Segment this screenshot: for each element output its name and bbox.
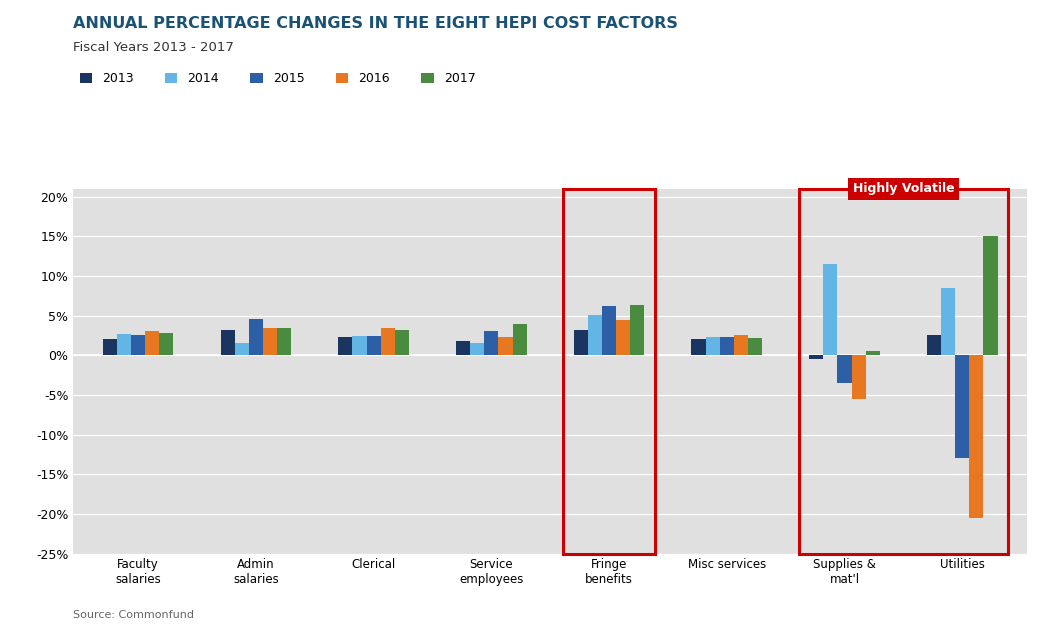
Bar [159,333,173,355]
Bar [220,330,235,355]
Bar [720,337,734,355]
Bar [734,335,748,355]
Bar [602,306,616,355]
Text: ANNUAL PERCENTAGE CHANGES IN THE EIGHT HEPI COST FACTORS: ANNUAL PERCENTAGE CHANGES IN THE EIGHT H… [73,16,678,31]
Bar [955,355,969,459]
Bar [471,343,484,355]
Bar [117,334,131,355]
Bar [927,335,941,355]
Bar [824,264,837,355]
Legend: 2013, 2014, 2015, 2016, 2017: 2013, 2014, 2015, 2016, 2017 [80,72,476,86]
Bar [969,355,983,518]
Bar [456,341,471,355]
Bar [866,351,880,355]
Bar [339,337,352,355]
Bar [248,319,263,355]
Bar [146,331,159,355]
Text: Fiscal Years 2013 - 2017: Fiscal Years 2013 - 2017 [73,41,235,54]
Bar [367,337,380,355]
Bar [588,314,602,355]
Bar [983,237,998,355]
Bar [380,328,395,355]
Bar [484,331,499,355]
Bar [616,320,630,355]
Bar [499,337,512,355]
Bar [705,337,720,355]
Bar [131,335,146,355]
Bar [630,305,645,355]
Text: Highly Volatile: Highly Volatile [853,182,955,195]
Bar [352,337,367,355]
Bar [837,355,852,383]
Bar [852,355,866,399]
Bar [563,189,655,554]
Bar [263,328,277,355]
Bar [395,330,409,355]
Bar [748,338,762,355]
Bar [235,343,248,355]
Bar [941,288,955,355]
Bar [277,328,291,355]
Text: Source: Commonfund: Source: Commonfund [73,610,194,620]
Bar [573,330,588,355]
Bar [512,323,527,355]
Bar [103,340,117,355]
Bar [809,355,824,359]
Bar [799,189,1008,554]
Bar [692,338,705,355]
